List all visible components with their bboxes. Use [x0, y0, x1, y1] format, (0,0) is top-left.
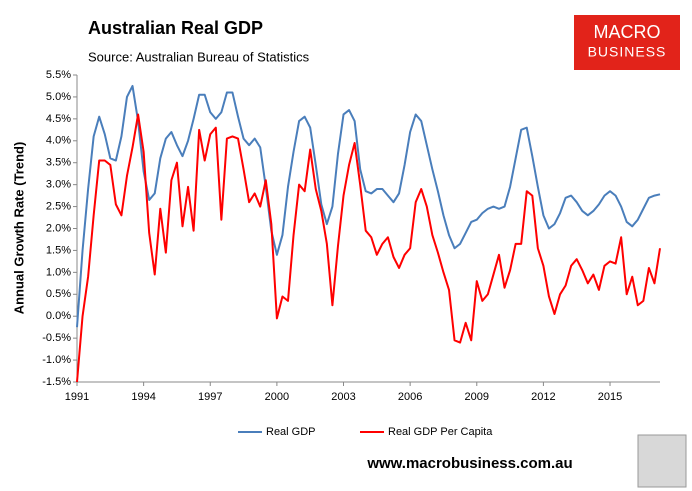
y-axis-title: Annual Growth Rate (Trend)	[11, 142, 26, 315]
legend-label: Real GDP Per Capita	[388, 426, 493, 438]
logo-text: MACRO	[594, 22, 661, 42]
y-tick-label: -0.5%	[42, 332, 71, 344]
series-line	[76, 113, 661, 383]
wolf-icon	[637, 434, 687, 488]
chart-title: Australian Real GDP	[88, 18, 263, 38]
x-tick-label: 1991	[65, 391, 89, 403]
y-tick-label: 3.5%	[46, 157, 71, 169]
x-tick-label: 2006	[398, 391, 422, 403]
url-text: www.macrobusiness.com.au	[366, 455, 572, 472]
y-tick-label: 1.0%	[46, 266, 71, 278]
y-tick-label: 0.5%	[46, 288, 71, 300]
logo-text: BUSINESS	[588, 44, 667, 60]
chart-subtitle: Source: Australian Bureau of Statistics	[88, 49, 310, 64]
y-tick-label: 0.0%	[46, 310, 71, 322]
x-tick-label: 2000	[265, 391, 289, 403]
x-tick-label: 1997	[198, 391, 222, 403]
x-tick-label: 1994	[131, 391, 155, 403]
x-tick-label: 2003	[331, 391, 355, 403]
y-tick-label: 3.0%	[46, 179, 71, 191]
y-tick-label: 2.5%	[46, 200, 71, 212]
y-tick-label: 4.0%	[46, 135, 71, 147]
x-tick-label: 2015	[598, 391, 622, 403]
x-tick-label: 2009	[465, 391, 489, 403]
y-tick-label: -1.5%	[42, 376, 71, 388]
y-tick-label: 5.0%	[46, 91, 71, 103]
y-tick-label: 2.0%	[46, 222, 71, 234]
x-tick-label: 2012	[531, 391, 555, 403]
y-tick-label: 1.5%	[46, 244, 71, 256]
y-tick-label: -1.0%	[42, 354, 71, 366]
logo-box	[574, 15, 680, 70]
legend-label: Real GDP	[266, 426, 316, 438]
y-tick-label: 4.5%	[46, 113, 71, 125]
series-line	[76, 84, 661, 328]
y-tick-label: 5.5%	[46, 69, 71, 81]
